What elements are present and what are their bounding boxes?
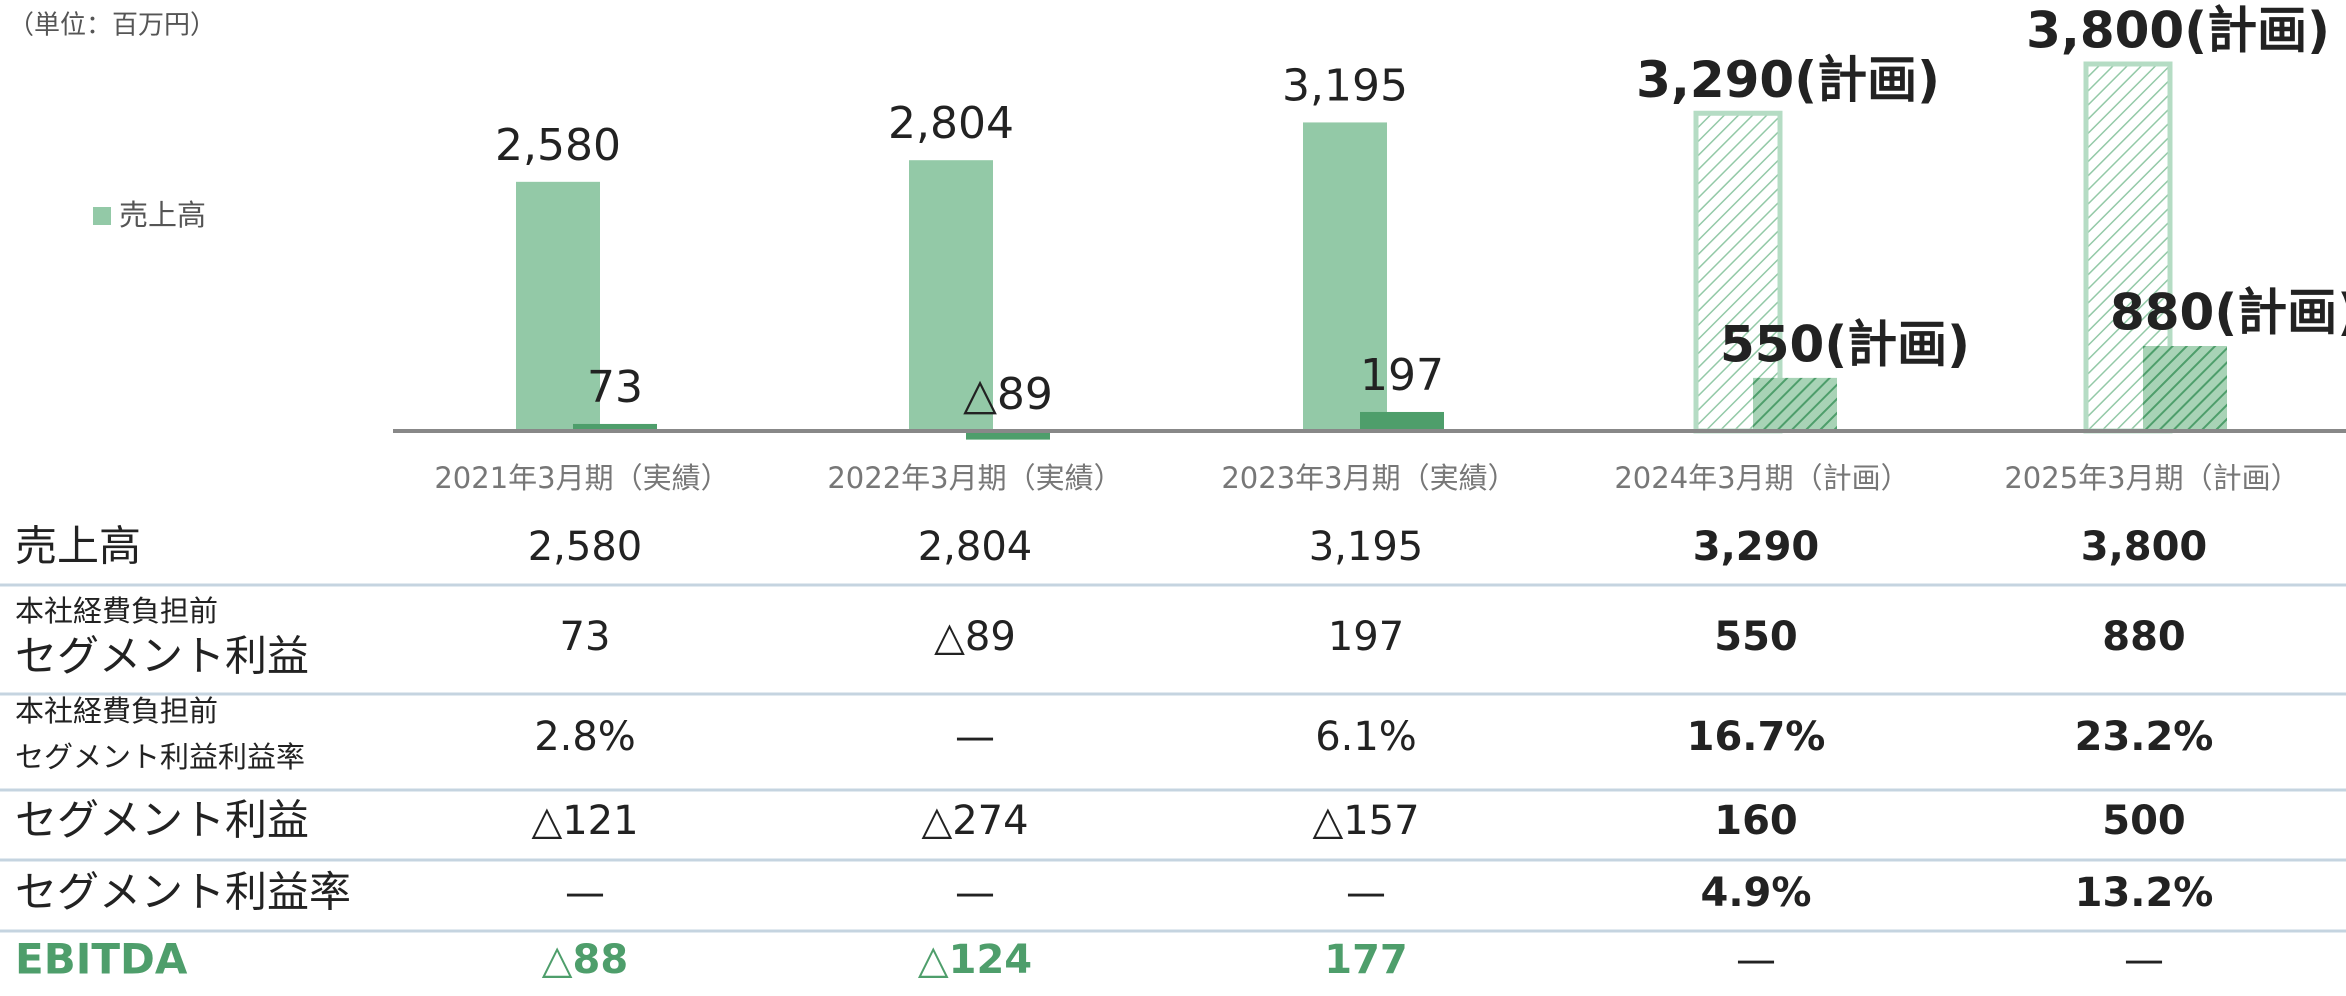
cell: — bbox=[1736, 937, 1776, 983]
row-label: セグメント利益利益率 bbox=[15, 740, 305, 774]
cell: 880 bbox=[2102, 614, 2186, 660]
value-label: 2,804 bbox=[888, 98, 1014, 149]
cell: 550 bbox=[1714, 614, 1798, 660]
cell: 16.7% bbox=[1687, 714, 1826, 760]
cell: △121 bbox=[531, 798, 638, 844]
cell: — bbox=[955, 714, 995, 760]
bar bbox=[2143, 346, 2227, 431]
bar bbox=[1303, 122, 1387, 431]
cell: △157 bbox=[1312, 798, 1419, 844]
value-label: 73 bbox=[587, 362, 643, 413]
cell: 500 bbox=[2102, 798, 2186, 844]
cell: △88 bbox=[542, 937, 628, 983]
row-label: 売上高 bbox=[15, 522, 141, 571]
value-label: 550(計画) bbox=[1720, 315, 1970, 373]
cell: — bbox=[955, 870, 995, 916]
cell: — bbox=[565, 870, 605, 916]
cell: △124 bbox=[918, 937, 1032, 983]
cell: — bbox=[2124, 937, 2164, 983]
cell: △89 bbox=[934, 614, 1016, 660]
value-label: 3,800(計画) bbox=[2026, 2, 2330, 60]
x-tick-label: 2024年3月期（計画） bbox=[1614, 461, 1909, 495]
cell: 73 bbox=[560, 614, 611, 660]
bar bbox=[966, 431, 1050, 440]
bar bbox=[909, 160, 993, 431]
value-label: 2,580 bbox=[495, 120, 621, 171]
cell: 2,804 bbox=[918, 524, 1033, 570]
cell: 2.8% bbox=[534, 714, 636, 760]
cell: 177 bbox=[1324, 937, 1408, 983]
row-label: EBITDA bbox=[15, 935, 188, 984]
x-tick-label: 2023年3月期（実績） bbox=[1221, 461, 1516, 495]
unit-note: （単位：百万円） bbox=[8, 11, 216, 41]
cell: 3,195 bbox=[1309, 524, 1424, 570]
cell: 6.1% bbox=[1315, 714, 1417, 760]
x-tick-label: 2021年3月期（実績） bbox=[434, 461, 729, 495]
cell: 23.2% bbox=[2075, 714, 2214, 760]
row-label: 本社経費負担前 bbox=[15, 594, 218, 628]
value-label: △89 bbox=[963, 369, 1053, 420]
cell: 2,580 bbox=[528, 524, 643, 570]
row-label: セグメント利益率 bbox=[15, 868, 351, 917]
bar bbox=[1753, 377, 1837, 431]
cell: 4.9% bbox=[1701, 870, 1812, 916]
row-label: 本社経費負担前 bbox=[15, 694, 218, 728]
cell: 197 bbox=[1328, 614, 1404, 660]
cell: — bbox=[1346, 870, 1386, 916]
bar bbox=[573, 423, 657, 431]
row-label: セグメント利益 bbox=[15, 796, 309, 845]
value-label: 3,290(計画) bbox=[1636, 51, 1940, 109]
value-label: 3,195 bbox=[1282, 60, 1408, 111]
cell: 3,290 bbox=[1693, 524, 1820, 570]
row-label: セグメント利益 bbox=[15, 632, 309, 681]
cell: 160 bbox=[1714, 798, 1798, 844]
cell: 13.2% bbox=[2075, 870, 2214, 916]
cell: △274 bbox=[921, 798, 1028, 844]
x-tick-label: 2025年3月期（計画） bbox=[2004, 461, 2299, 495]
value-label: 880(計画) bbox=[2110, 284, 2346, 342]
value-label: 197 bbox=[1360, 350, 1444, 401]
legend-label: 売上高 bbox=[119, 198, 206, 232]
cell: 3,800 bbox=[2081, 524, 2208, 570]
bar bbox=[516, 181, 600, 431]
legend-swatch bbox=[93, 207, 111, 225]
x-tick-label: 2022年3月期（実績） bbox=[827, 461, 1122, 495]
bar bbox=[1360, 411, 1444, 431]
